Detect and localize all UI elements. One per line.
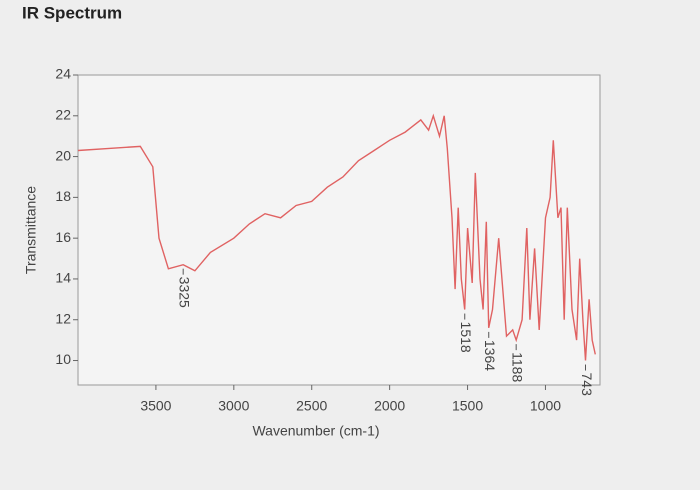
x-tick-label: 3000 [218,398,249,414]
y-tick-label: 16 [55,229,71,245]
x-axis-label: Wavenumber (cm-1) [252,423,379,439]
peak-label: 1518 [458,322,474,353]
peak-label: 1364 [482,340,498,371]
x-tick-label: 3500 [140,398,171,414]
x-tick-label: 1500 [452,398,483,414]
peak-label: 3325 [176,277,192,308]
y-tick-label: 22 [55,106,71,122]
peak-label: 743 [579,373,595,397]
y-tick-label: 18 [55,188,71,204]
x-tick-label: 1000 [530,398,561,414]
y-tick-label: 24 [55,66,71,82]
y-tick-label: 10 [55,351,71,367]
y-tick-label: 20 [55,147,71,163]
plot-area [77,74,601,386]
y-axis-label: Transmittance [23,186,39,274]
y-tick-label: 14 [55,270,71,286]
spectrum-line [77,113,596,361]
x-tick-label: 2000 [374,398,405,414]
peak-label: 1188 [509,352,525,382]
y-tick-label: 12 [55,310,71,326]
x-tick-label: 2500 [296,398,327,414]
chart-title: IR Spectrum [22,3,122,22]
